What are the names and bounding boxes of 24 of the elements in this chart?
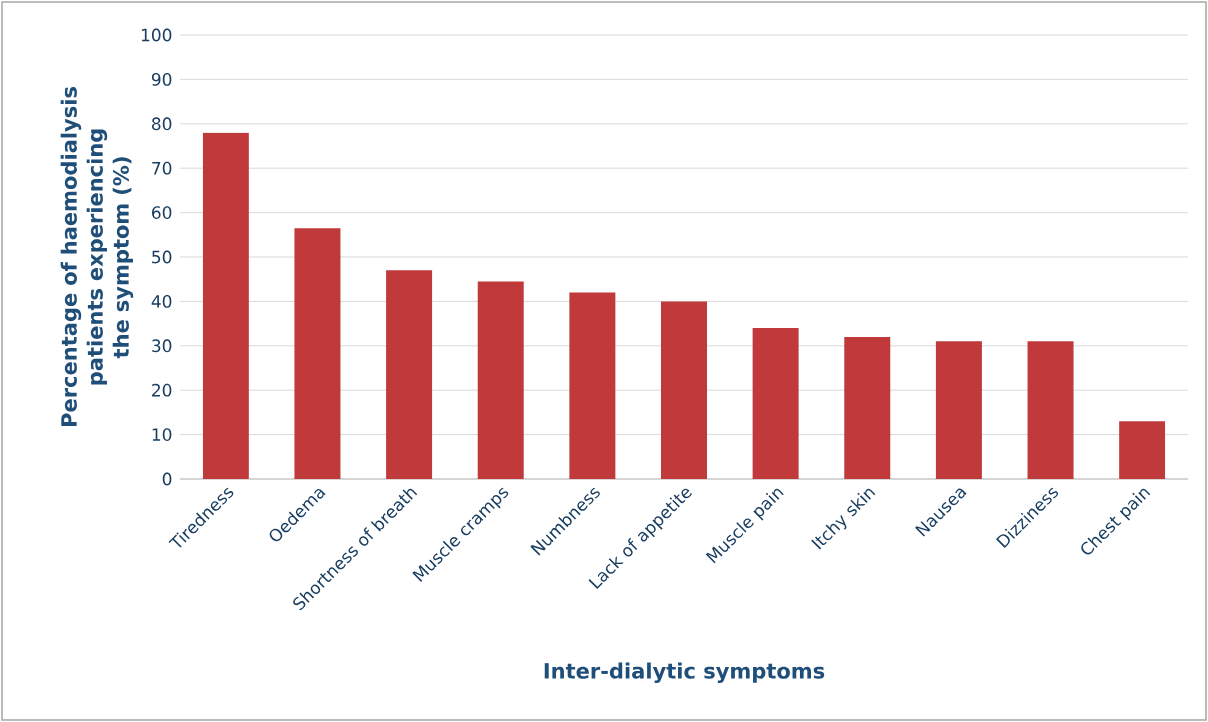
y-tick-label: 20 — [152, 383, 172, 397]
bar — [569, 292, 616, 479]
bar — [1119, 421, 1166, 479]
y-tick-label: 90 — [151, 72, 172, 86]
bar — [1027, 341, 1074, 479]
y-axis-title: Percentage of haemodialysis patients experiencing the symptom (%) — [60, 87, 134, 426]
y-tick-label: 80 — [152, 117, 172, 131]
y-tick-label: 0 — [162, 472, 172, 486]
bar — [386, 270, 433, 479]
y-tick-label: 40 — [151, 294, 172, 308]
y-tick-label: 70 — [152, 161, 172, 175]
x-axis-title: Inter-dialytic symptoms — [544, 662, 825, 684]
bar — [202, 132, 249, 479]
bar — [294, 228, 341, 479]
bar — [935, 341, 982, 479]
bar — [661, 301, 707, 479]
y-tick-label: 50 — [152, 250, 172, 264]
y-tick-label: 10 — [152, 428, 172, 442]
bar — [752, 328, 799, 479]
bar — [844, 336, 891, 479]
y-tick-label: 60 — [152, 206, 172, 220]
y-tick-label: 100 — [141, 28, 172, 42]
bar — [477, 281, 524, 479]
y-tick-label: 30 — [152, 339, 172, 353]
